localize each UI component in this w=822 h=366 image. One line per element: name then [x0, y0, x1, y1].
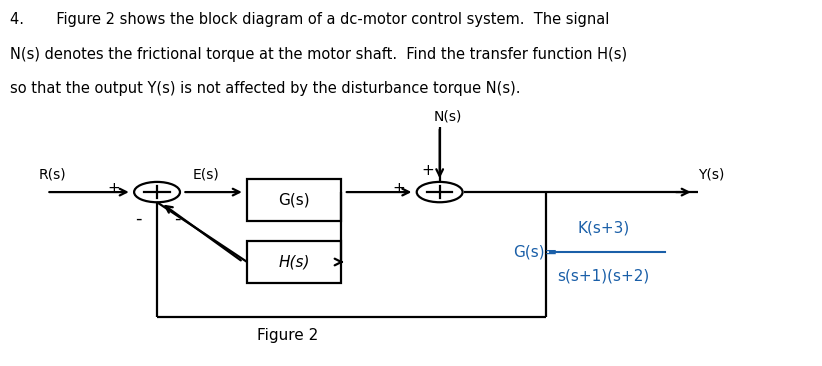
Text: +: + — [107, 181, 120, 196]
Bar — [247, 179, 341, 221]
Text: N(s): N(s) — [434, 109, 462, 123]
Text: G(s): G(s) — [279, 193, 310, 208]
Text: K(s+3): K(s+3) — [577, 221, 630, 236]
Text: +: + — [392, 181, 405, 196]
Text: E(s): E(s) — [192, 167, 219, 181]
Bar — [247, 241, 341, 283]
Text: H(s): H(s) — [279, 254, 310, 269]
Text: N(s) denotes the frictional torque at the motor shaft.  Find the transfer functi: N(s) denotes the frictional torque at th… — [10, 47, 626, 62]
Text: +: + — [421, 163, 434, 178]
Text: -: - — [174, 209, 181, 228]
Text: Figure 2: Figure 2 — [257, 328, 319, 343]
Text: -: - — [135, 209, 141, 228]
Text: Y(s): Y(s) — [698, 167, 724, 181]
Text: G(s)=: G(s)= — [514, 244, 558, 259]
Text: s(s+1)(s+2): s(s+1)(s+2) — [557, 268, 649, 283]
Text: so that the output Y(s) is not affected by the disturbance torque N(s).: so that the output Y(s) is not affected … — [10, 81, 520, 96]
Text: 4.       Figure 2 shows the block diagram of a dc-motor control system.  The sig: 4. Figure 2 shows the block diagram of a… — [10, 12, 609, 27]
Text: R(s): R(s) — [39, 167, 66, 181]
